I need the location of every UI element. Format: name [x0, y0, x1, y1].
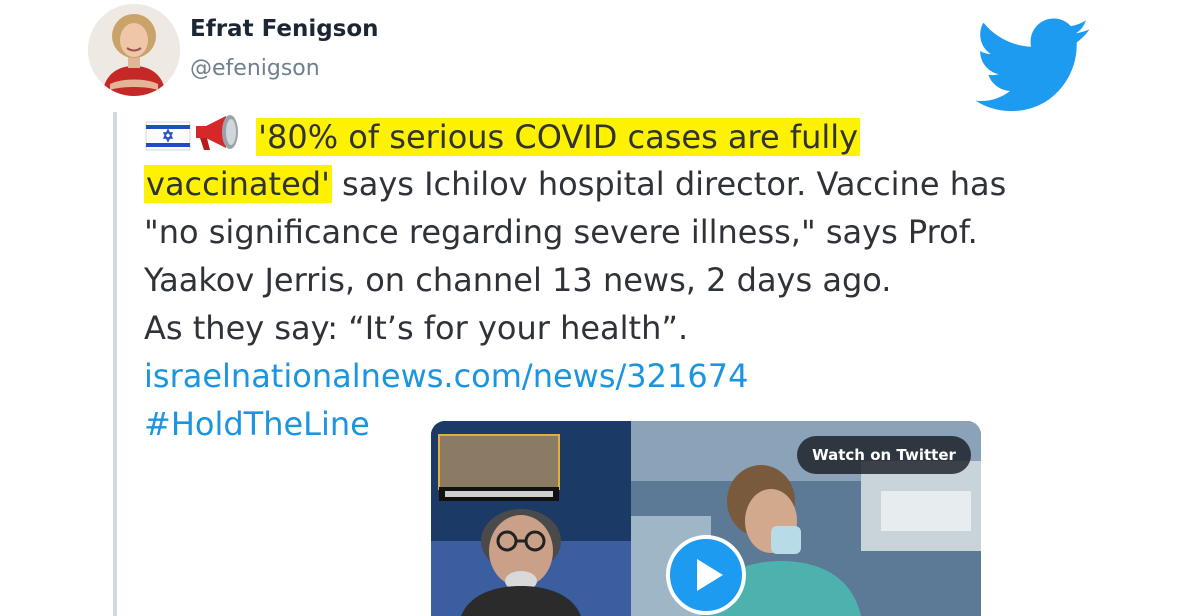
twitter-bird-icon — [975, 18, 1092, 114]
hashtag-link[interactable]: #HoldTheLine — [144, 405, 370, 443]
play-button[interactable] — [666, 535, 746, 615]
tweet-line-5: As they say: “It’s for your health”. — [144, 309, 689, 347]
thread-line — [113, 112, 117, 616]
watch-on-twitter-button[interactable]: Watch on Twitter — [797, 436, 971, 474]
tweet-line-4: Yaakov Jerris, on channel 13 news, 2 day… — [144, 261, 892, 299]
tweet-text: '80% of serious COVID cases are fully va… — [144, 112, 1104, 448]
highlighted-quote-part-2: vaccinated' — [144, 165, 332, 203]
author-handle[interactable]: @efenigson — [190, 56, 320, 81]
video-thumbnail[interactable] — [431, 421, 981, 616]
highlighted-quote-part-1: '80% of serious COVID cases are fully — [256, 118, 861, 156]
tweet-line-2: vaccinated' says Ichilov hospital direct… — [144, 160, 1104, 208]
israel-flag-icon — [144, 117, 192, 165]
play-icon — [697, 559, 723, 591]
tweet-line-1: '80% of serious COVID cases are fully — [144, 112, 1104, 160]
megaphone-icon — [192, 112, 246, 165]
tweet-line-2-rest: says Ichilov hospital director. Vaccine … — [331, 165, 1007, 203]
author-display-name[interactable]: Efrat Fenigson — [190, 16, 379, 42]
article-link[interactable]: israelnationalnews.com/news/321674 — [144, 357, 749, 395]
avatar[interactable] — [88, 4, 180, 96]
tweet-line-3: "no significance regarding severe illnes… — [144, 213, 978, 251]
